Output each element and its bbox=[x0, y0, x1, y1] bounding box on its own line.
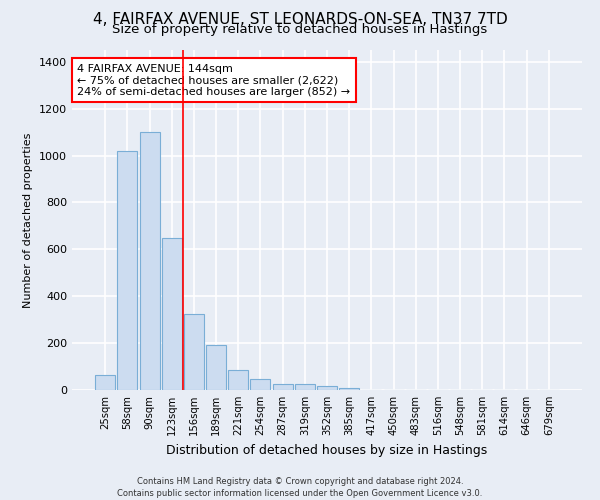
Text: Size of property relative to detached houses in Hastings: Size of property relative to detached ho… bbox=[112, 22, 488, 36]
Text: 4, FAIRFAX AVENUE, ST LEONARDS-ON-SEA, TN37 7TD: 4, FAIRFAX AVENUE, ST LEONARDS-ON-SEA, T… bbox=[92, 12, 508, 28]
Bar bbox=[272, 384, 293, 390]
Text: 4 FAIRFAX AVENUE: 144sqm
← 75% of detached houses are smaller (2,622)
24% of sem: 4 FAIRFAX AVENUE: 144sqm ← 75% of detach… bbox=[77, 64, 350, 97]
Bar bbox=[140, 132, 160, 390]
Bar bbox=[295, 384, 315, 390]
Bar bbox=[118, 151, 137, 390]
Bar bbox=[228, 370, 248, 390]
Text: Contains HM Land Registry data © Crown copyright and database right 2024.
Contai: Contains HM Land Registry data © Crown c… bbox=[118, 476, 482, 498]
Bar bbox=[317, 386, 337, 390]
Y-axis label: Number of detached properties: Number of detached properties bbox=[23, 132, 34, 308]
Bar bbox=[206, 346, 226, 390]
Bar bbox=[162, 238, 182, 390]
Bar bbox=[95, 375, 115, 390]
Bar bbox=[250, 378, 271, 390]
X-axis label: Distribution of detached houses by size in Hastings: Distribution of detached houses by size … bbox=[166, 444, 488, 456]
Bar bbox=[339, 388, 359, 390]
Bar bbox=[184, 314, 204, 390]
